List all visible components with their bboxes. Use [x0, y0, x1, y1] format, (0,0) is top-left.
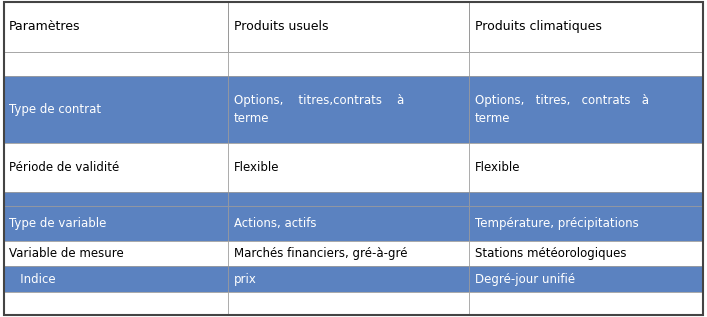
Text: Période de validité: Période de validité: [9, 161, 119, 174]
Bar: [469, 241, 703, 266]
Text: Produits climatiques: Produits climatiques: [475, 21, 602, 34]
Bar: [4, 52, 228, 76]
Bar: [4, 76, 228, 143]
Text: Température, précipitations: Température, précipitations: [475, 217, 639, 230]
Bar: [228, 52, 469, 76]
Text: Flexible: Flexible: [234, 161, 279, 174]
Bar: [469, 292, 703, 315]
Text: Flexible: Flexible: [475, 161, 520, 174]
Text: prix: prix: [234, 273, 257, 286]
Bar: [228, 205, 469, 241]
Bar: [469, 266, 703, 292]
Bar: [228, 143, 469, 192]
Bar: [228, 292, 469, 315]
Bar: [469, 2, 703, 52]
Bar: [228, 2, 469, 52]
Text: Type de variable: Type de variable: [9, 217, 107, 230]
Bar: [469, 205, 703, 241]
Bar: [228, 266, 469, 292]
Bar: [4, 192, 228, 205]
Bar: [469, 192, 703, 205]
Bar: [4, 2, 228, 52]
Text: Produits usuels: Produits usuels: [234, 21, 329, 34]
Text: Actions, actifs: Actions, actifs: [234, 217, 317, 230]
Text: Paramètres: Paramètres: [9, 21, 81, 34]
Text: Marchés financiers, gré-à-gré: Marchés financiers, gré-à-gré: [234, 247, 407, 260]
Bar: [4, 292, 228, 315]
Text: Options,   titres,   contrats   à
terme: Options, titres, contrats à terme: [475, 94, 649, 125]
Text: Stations météorologiques: Stations météorologiques: [475, 247, 626, 260]
Text: Variable de mesure: Variable de mesure: [9, 247, 124, 260]
Bar: [469, 143, 703, 192]
Bar: [228, 241, 469, 266]
Bar: [4, 241, 228, 266]
Bar: [4, 266, 228, 292]
Bar: [4, 143, 228, 192]
Bar: [4, 205, 228, 241]
Text: Options,    titres,contrats    à
terme: Options, titres,contrats à terme: [234, 94, 404, 125]
Bar: [228, 76, 469, 143]
Bar: [469, 76, 703, 143]
Bar: [228, 192, 469, 205]
Text: Type de contrat: Type de contrat: [9, 103, 101, 116]
Text: Indice: Indice: [9, 273, 56, 286]
Text: Degré-jour unifié: Degré-jour unifié: [475, 273, 575, 286]
Bar: [469, 52, 703, 76]
